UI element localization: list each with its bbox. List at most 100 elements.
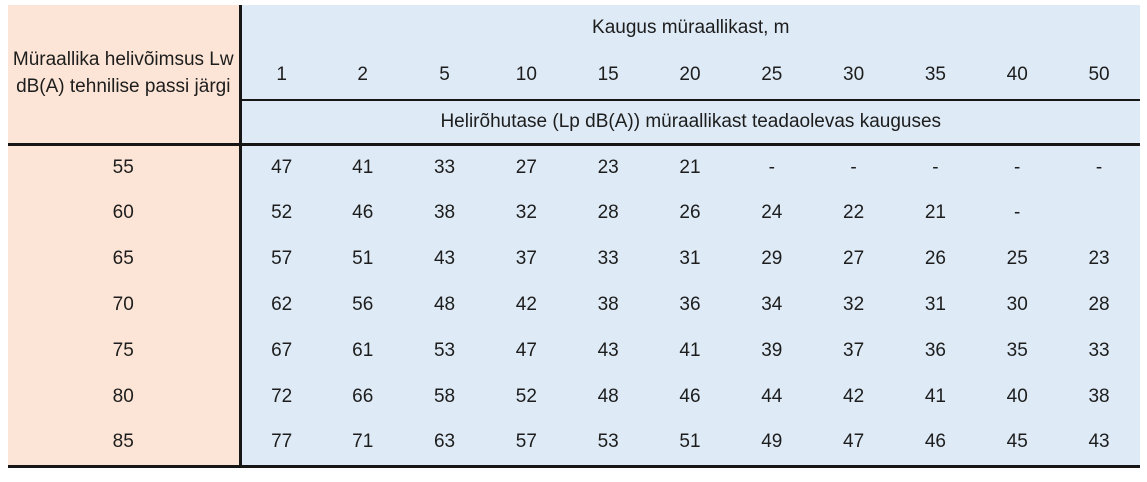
spl-value-cell: 46 bbox=[649, 374, 731, 420]
spl-value-cell: 58 bbox=[403, 374, 486, 420]
spl-value-cell: 39 bbox=[730, 328, 813, 374]
spl-value-cell: 77 bbox=[240, 420, 322, 468]
spl-value-cell: 41 bbox=[649, 328, 731, 374]
table-row: 70 62 56 48 42 38 36 34 32 31 30 28 bbox=[8, 282, 1140, 328]
spl-value-cell: 28 bbox=[1058, 282, 1140, 328]
distance-col-header: 30 bbox=[812, 50, 895, 101]
spl-value-cell: 23 bbox=[567, 144, 650, 190]
spl-value-cell: 57 bbox=[485, 420, 568, 468]
spl-value-cell: 27 bbox=[812, 236, 895, 282]
spl-value-cell: - bbox=[976, 144, 1059, 190]
spl-value-cell: 71 bbox=[321, 420, 404, 468]
lw-value-cell: 75 bbox=[8, 328, 242, 374]
distance-col-header: 40 bbox=[976, 50, 1059, 101]
spl-value-cell: 33 bbox=[1058, 328, 1140, 374]
spl-value-cell: - bbox=[730, 144, 813, 190]
distance-col-header: 2 bbox=[321, 50, 404, 101]
spl-value-cell: 43 bbox=[1058, 420, 1140, 468]
distance-header-cell: Kaugus müraallikast, m bbox=[240, 5, 1140, 50]
spl-value-cell: 47 bbox=[240, 144, 322, 190]
spl-value-cell: 44 bbox=[730, 374, 813, 420]
spl-value-cell: 62 bbox=[240, 282, 322, 328]
spl-value-cell: 66 bbox=[321, 374, 404, 420]
table-row: 80 72 66 58 52 48 46 44 42 41 40 38 bbox=[8, 374, 1140, 420]
spl-value-cell: 38 bbox=[1058, 374, 1140, 420]
distance-title-row: Müraallika helivõimsus Lw dB(A) tehnilis… bbox=[8, 5, 1140, 146]
spl-value-cell: 31 bbox=[894, 282, 977, 328]
spl-value-cell: 21 bbox=[894, 190, 977, 236]
spl-value-cell: 28 bbox=[567, 190, 650, 236]
lw-value-cell: 65 bbox=[8, 236, 242, 282]
spl-value-cell: 35 bbox=[976, 328, 1059, 374]
distance-col-header: 10 bbox=[485, 50, 568, 101]
table-row: 65 57 51 43 37 33 31 29 27 26 25 23 bbox=[8, 236, 1140, 282]
sound-pressure-subheader-cell: Helirõhutase (Lp dB(A)) müraallikast tea… bbox=[240, 100, 1140, 146]
spl-value-cell: 46 bbox=[321, 190, 404, 236]
spl-value-cell: 43 bbox=[567, 328, 650, 374]
spl-value-cell: 49 bbox=[730, 420, 813, 468]
spl-value-cell: 61 bbox=[321, 328, 404, 374]
spl-value-cell: 45 bbox=[976, 420, 1059, 468]
noise-level-table: Müraallika helivõimsus Lw dB(A) tehnilis… bbox=[8, 5, 1140, 468]
lw-value-cell: 60 bbox=[8, 190, 242, 236]
spl-value-cell: 57 bbox=[240, 236, 322, 282]
spl-value-cell: 38 bbox=[567, 282, 650, 328]
spl-value-cell: 53 bbox=[403, 328, 486, 374]
spl-value-cell: 41 bbox=[894, 374, 977, 420]
spl-value-cell: 37 bbox=[812, 328, 895, 374]
spl-value-cell: - bbox=[1058, 144, 1140, 190]
spl-value-cell: 34 bbox=[730, 282, 813, 328]
spl-value-cell: 52 bbox=[240, 190, 322, 236]
spl-value-cell: - bbox=[894, 144, 977, 190]
distance-col-header: 20 bbox=[649, 50, 731, 101]
subheader-row: Helirõhutase (Lp dB(A)) müraallikast tea… bbox=[8, 100, 1140, 146]
spl-value-cell: 31 bbox=[649, 236, 731, 282]
table-header: Müraallika helivõimsus Lw dB(A) tehnilis… bbox=[8, 5, 1140, 146]
spl-value-cell: 36 bbox=[894, 328, 977, 374]
distance-col-header: 25 bbox=[730, 50, 813, 101]
spl-value-cell: 43 bbox=[403, 236, 486, 282]
spl-value-cell: 29 bbox=[730, 236, 813, 282]
lw-value-cell: 80 bbox=[8, 374, 242, 420]
spl-value-cell: 37 bbox=[485, 236, 568, 282]
spl-value-cell: 42 bbox=[812, 374, 895, 420]
spl-value-cell: 23 bbox=[1058, 236, 1140, 282]
spl-value-cell: 38 bbox=[403, 190, 486, 236]
spl-value-cell: 56 bbox=[321, 282, 404, 328]
source-power-header-cell: Müraallika helivõimsus Lw dB(A) tehnilis… bbox=[8, 5, 242, 146]
spl-value-cell: 27 bbox=[485, 144, 568, 190]
distance-col-header: 35 bbox=[894, 50, 977, 101]
lw-value-cell: 85 bbox=[8, 420, 242, 468]
spl-value-cell: 52 bbox=[485, 374, 568, 420]
spl-value-cell: 47 bbox=[485, 328, 568, 374]
spl-value-cell: - bbox=[976, 190, 1059, 236]
lw-value-cell: 70 bbox=[8, 282, 242, 328]
distance-col-header: 5 bbox=[403, 50, 486, 101]
spl-value-cell: 41 bbox=[321, 144, 404, 190]
spl-value-cell: - bbox=[812, 144, 895, 190]
spl-value-cell bbox=[1058, 190, 1140, 236]
table-row: 75 67 61 53 47 43 41 39 37 36 35 33 bbox=[8, 328, 1140, 374]
spl-value-cell: 48 bbox=[403, 282, 486, 328]
table-row: 85 77 71 63 57 53 51 49 47 46 45 43 bbox=[8, 420, 1140, 468]
spl-value-cell: 33 bbox=[403, 144, 486, 190]
table-body: 55 47 41 33 27 23 21- - - - -60 52 46 38 32 28 26 24 22 21-… bbox=[8, 144, 1140, 468]
distance-col-header: 50 bbox=[1058, 50, 1140, 101]
spl-value-cell: 30 bbox=[976, 282, 1059, 328]
spl-value-cell: 63 bbox=[403, 420, 486, 468]
distance-col-header: 15 bbox=[567, 50, 650, 101]
table-row: 60 52 46 38 32 28 26 24 22 21- bbox=[8, 190, 1140, 236]
lw-value-cell: 55 bbox=[8, 144, 242, 190]
spl-value-cell: 48 bbox=[567, 374, 650, 420]
spl-value-cell: 42 bbox=[485, 282, 568, 328]
spl-value-cell: 22 bbox=[812, 190, 895, 236]
spl-value-cell: 21 bbox=[649, 144, 731, 190]
spl-value-cell: 51 bbox=[321, 236, 404, 282]
spl-value-cell: 25 bbox=[976, 236, 1059, 282]
spl-value-cell: 72 bbox=[240, 374, 322, 420]
spl-value-cell: 53 bbox=[567, 420, 650, 468]
spl-value-cell: 26 bbox=[649, 190, 731, 236]
spl-value-cell: 36 bbox=[649, 282, 731, 328]
table-row: 55 47 41 33 27 23 21- - - - - bbox=[8, 144, 1140, 190]
spl-value-cell: 32 bbox=[485, 190, 568, 236]
